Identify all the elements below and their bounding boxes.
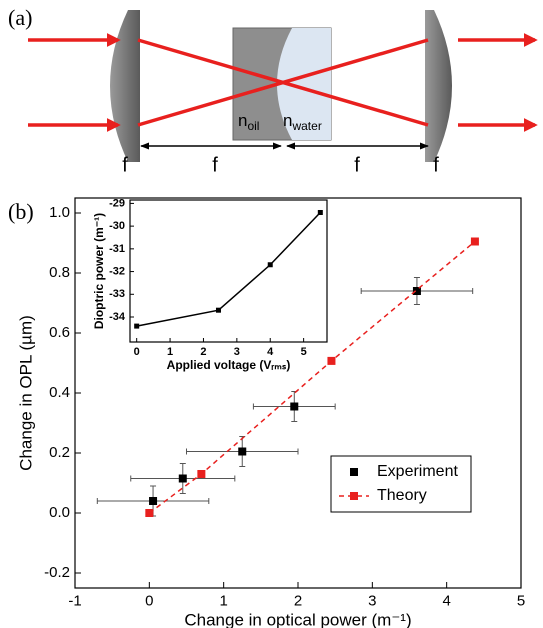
y-tick-label: 1.0 — [49, 204, 70, 221]
f-label: f — [122, 154, 128, 176]
panel-a: (a) noil nwater f f f f — [8, 5, 538, 176]
x-tick-label: 4 — [442, 592, 450, 609]
x-tick-label: 5 — [301, 346, 307, 358]
ray — [137, 38, 429, 127]
point — [412, 287, 421, 295]
x-axis-label: Change in optical power (m⁻¹) — [184, 610, 411, 628]
legend-box — [330, 455, 472, 513]
y-tick-label: 0.6 — [49, 324, 70, 341]
water — [277, 28, 331, 140]
y-tick-label: -30 — [109, 220, 125, 232]
y-tick-label: -31 — [109, 243, 125, 255]
x-tick-label: 3 — [368, 592, 376, 609]
point — [267, 262, 273, 268]
n-water-label: nwater — [283, 111, 322, 133]
point — [470, 237, 479, 246]
point — [178, 474, 187, 483]
y-tick-label: 0.2 — [49, 444, 70, 461]
x-tick-label: 1 — [219, 592, 227, 609]
point — [290, 402, 299, 411]
point — [317, 209, 323, 215]
x-tick-label: 2 — [294, 592, 302, 609]
n-sub: water — [291, 119, 321, 133]
f-label: f — [354, 154, 360, 176]
point — [145, 509, 154, 517]
lens — [425, 10, 452, 162]
chart: 0 1 2 3 4 5 -34 -33 -32 -31 -30 -29 Applied voltage … — [92, 197, 328, 372]
f-label: f — [433, 154, 439, 176]
lens — [110, 10, 140, 162]
point — [215, 307, 221, 313]
y-tick-label: -29 — [109, 197, 125, 209]
y-tick-label: 0.4 — [49, 384, 70, 401]
y-axis-label: Change in OPL (µm) — [16, 315, 35, 471]
x-tick-label: 4 — [267, 346, 274, 358]
panel-label: (b) — [8, 199, 34, 224]
y-tick-label: -32 — [109, 265, 125, 277]
point — [327, 356, 336, 365]
y-axis-label: Dioptric power (m⁻¹) — [92, 213, 106, 329]
y-tick-label: -0.2 — [44, 564, 70, 581]
n-base: n — [283, 111, 292, 130]
f-label: f — [212, 154, 218, 176]
series-line — [136, 211, 321, 327]
point — [238, 447, 247, 456]
n-sub: oil — [247, 119, 259, 133]
x-axis-label: Applied voltage (Vᵣₘₛ) — [167, 358, 291, 372]
x-tick-label: 0 — [134, 346, 140, 358]
legend-label: Experiment — [377, 463, 458, 480]
y-tick-label: -34 — [109, 311, 126, 323]
x-tick-label: 1 — [167, 346, 173, 358]
legend-marker — [350, 492, 358, 500]
point — [134, 323, 140, 329]
plot-area — [129, 199, 328, 343]
legend-label: Theory — [377, 487, 427, 504]
y-tick-label: -33 — [109, 288, 125, 300]
panel-label: (a) — [8, 5, 32, 30]
point — [197, 470, 206, 478]
y-tick-label: 0.8 — [49, 264, 70, 281]
y-tick-label: 0.0 — [49, 504, 70, 521]
n-base: n — [238, 111, 247, 130]
point — [149, 497, 158, 505]
x-tick-label: 3 — [234, 346, 240, 358]
x-tick-label: -1 — [68, 592, 81, 609]
n-oil-label: noil — [238, 111, 259, 133]
x-tick-label: 0 — [145, 592, 153, 609]
legend-marker — [350, 468, 358, 476]
x-tick-label: 2 — [200, 346, 206, 358]
x-tick-label: 5 — [517, 592, 525, 609]
